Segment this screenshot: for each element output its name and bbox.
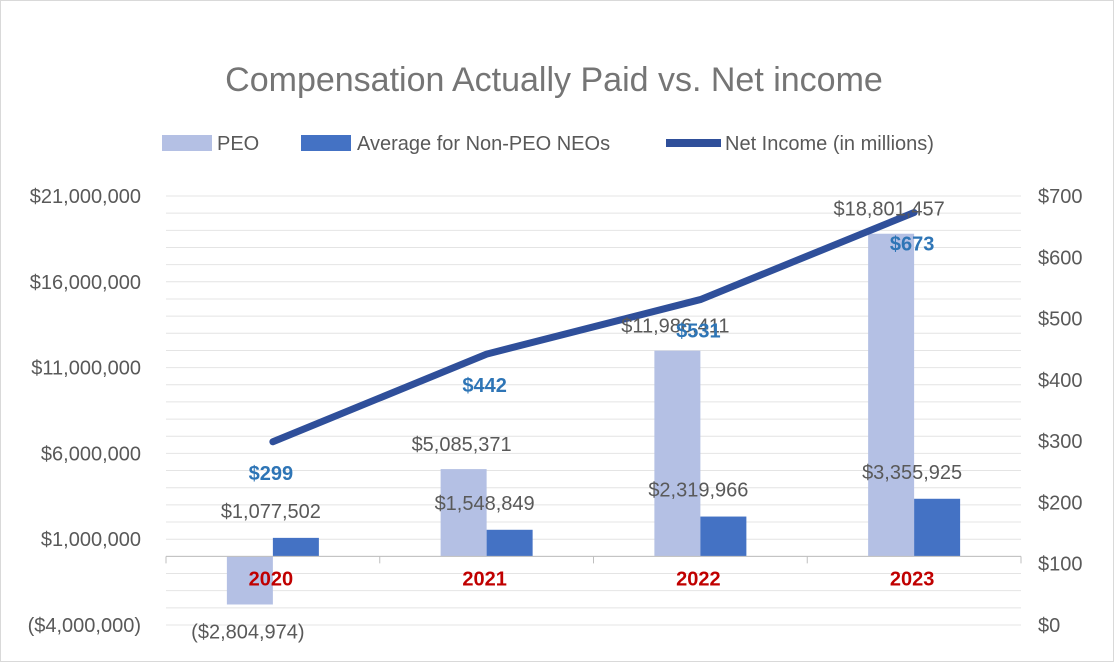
right-axis-tick-label: $600	[1038, 247, 1083, 269]
bar-non-peo-2021	[487, 530, 533, 557]
left-axis-tick-label: $16,000,000	[30, 272, 141, 294]
chart-title: Compensation Actually Paid vs. Net incom…	[225, 61, 883, 99]
net-income-series-line	[273, 213, 914, 442]
right-axis-tick-label: $100	[1038, 554, 1083, 576]
right-axis-tick-label: $700	[1038, 186, 1083, 208]
bar-non-peo-2023	[914, 499, 960, 557]
right-axis: $700 $600 $500 $400 $300 $200 $100 $0	[1038, 186, 1083, 637]
right-axis-tick-label: $300	[1038, 431, 1083, 453]
right-axis-tick-label: $400	[1038, 370, 1083, 392]
category-axis	[166, 556, 1021, 563]
legend-swatch-peo	[162, 135, 212, 151]
data-label-net-income-2022: $531	[676, 321, 721, 343]
left-axis-tick-label: $6,000,000	[41, 443, 141, 465]
data-label-non-peo-2023: $3,355,925	[862, 462, 962, 484]
data-label-net-income-2023: $673	[890, 234, 935, 256]
net-income-line	[273, 212, 914, 441]
right-axis-tick-label: $500	[1038, 309, 1083, 331]
legend-label-peo: PEO	[217, 133, 259, 155]
category-labels: 2020 2021 2022 2023	[249, 568, 935, 590]
legend-label-net-income: Net Income (in millions)	[725, 133, 934, 155]
bar-peo-2023	[868, 234, 914, 557]
data-label-peo-2023: $18,801,457	[834, 199, 945, 221]
category-label-2023: 2023	[890, 568, 935, 590]
data-label-non-peo-2021: $1,548,849	[435, 493, 535, 515]
left-axis-tick-label: $1,000,000	[41, 529, 141, 551]
left-axis-tick-label: $11,000,000	[31, 358, 141, 380]
data-label-peo-2020: ($2,804,974)	[191, 621, 304, 643]
right-axis-tick-label: $200	[1038, 492, 1083, 514]
bar-non-peo-2022	[700, 517, 746, 557]
left-axis-tick-label: ($4,000,000)	[28, 615, 141, 637]
data-label-non-peo-2022: $2,319,966	[648, 480, 748, 502]
category-label-2022: 2022	[676, 568, 721, 590]
data-label-net-income-2021: $442	[462, 375, 507, 397]
data-labels: ($2,804,974) $1,077,502 $299 $5,085,371 $1,5…	[191, 199, 962, 644]
data-label-net-income-2020: $299	[249, 463, 294, 485]
data-label-peo-2021: $5,085,371	[412, 434, 512, 456]
legend-swatch-non-peo	[301, 135, 351, 151]
category-label-2020: 2020	[249, 568, 294, 590]
left-axis: $21,000,000 $16,000,000 $11,000,000 $6,000,…	[28, 186, 141, 637]
category-label-2021: 2021	[462, 568, 507, 590]
legend: PEO Average for Non-PEO NEOs Net Income …	[162, 133, 934, 155]
left-axis-tick-label: $21,000,000	[30, 186, 141, 208]
bar-peo-2022	[654, 351, 700, 557]
legend-label-non-peo: Average for Non-PEO NEOs	[357, 133, 610, 155]
right-axis-tick-label: $0	[1038, 615, 1060, 637]
data-label-non-peo-2020: $1,077,502	[221, 501, 321, 523]
bar-non-peo-2020	[273, 538, 319, 556]
